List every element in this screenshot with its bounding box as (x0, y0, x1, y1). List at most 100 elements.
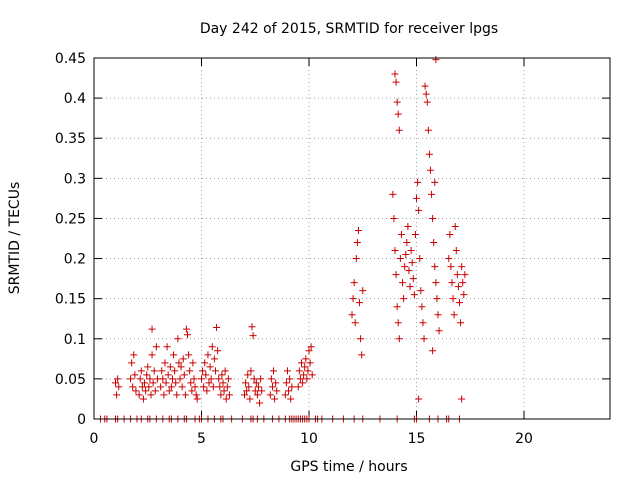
data-point (307, 343, 315, 351)
data-point (393, 98, 401, 106)
data-point (219, 379, 227, 387)
data-point (166, 363, 174, 371)
data-point (408, 259, 416, 267)
data-point (131, 371, 139, 379)
data-point (456, 299, 463, 307)
data-point (189, 359, 197, 367)
data-point (214, 347, 222, 355)
data-point (301, 363, 309, 371)
data-point (224, 375, 232, 383)
data-points (96, 56, 469, 423)
data-point (145, 383, 153, 391)
data-point (415, 206, 423, 214)
data-point (430, 239, 438, 247)
data-point (192, 391, 200, 399)
data-point (191, 383, 199, 391)
data-point (352, 255, 360, 263)
data-point (208, 343, 216, 351)
y-tick-label: 0.2 (64, 252, 86, 268)
data-point (132, 387, 140, 395)
data-point (244, 371, 252, 379)
data-point (402, 251, 410, 259)
data-point (164, 371, 172, 379)
data-point (395, 335, 403, 343)
data-point (162, 379, 170, 387)
data-point (201, 359, 209, 367)
data-point (417, 287, 425, 295)
data-point (457, 319, 465, 327)
data-point (447, 263, 455, 271)
data-point (190, 375, 198, 383)
data-point (161, 359, 169, 367)
data-point (193, 395, 201, 403)
data-point (172, 379, 180, 387)
data-point (432, 279, 440, 287)
data-point (176, 375, 184, 383)
data-point (223, 383, 231, 391)
data-point (215, 375, 223, 383)
data-point (127, 375, 135, 383)
data-point (270, 367, 278, 375)
data-point (306, 359, 314, 367)
data-point (295, 367, 303, 375)
data-point (247, 367, 255, 375)
data-point (420, 335, 428, 343)
data-point (400, 295, 408, 303)
data-point (272, 379, 280, 387)
data-point (433, 295, 441, 303)
data-point (403, 239, 411, 247)
data-point (174, 335, 182, 343)
data-point (248, 323, 256, 331)
data-point (138, 383, 146, 391)
data-point (256, 399, 264, 407)
data-point (202, 371, 210, 379)
data-point (273, 387, 281, 395)
data-point (216, 383, 224, 391)
data-point (218, 371, 226, 379)
data-point (451, 222, 459, 230)
data-point (114, 375, 122, 383)
data-point (416, 255, 424, 263)
data-point (432, 56, 440, 64)
data-point (250, 375, 258, 383)
y-tick-label: 0.4 (64, 91, 86, 107)
data-point (188, 387, 196, 395)
data-point (287, 395, 295, 403)
data-point (297, 359, 305, 367)
data-point (151, 387, 159, 395)
data-point (414, 178, 422, 186)
plot-frame (93, 57, 611, 420)
data-point (149, 379, 157, 387)
data-point (147, 391, 155, 399)
data-point (253, 391, 261, 399)
data-point (144, 363, 152, 371)
data-point (299, 379, 307, 387)
data-point (198, 375, 205, 383)
data-point (308, 371, 316, 379)
data-point (418, 303, 426, 311)
data-point (168, 375, 176, 383)
data-point (241, 391, 248, 399)
data-point (148, 325, 156, 333)
data-point (458, 263, 466, 271)
data-point (271, 395, 279, 403)
data-point (394, 110, 402, 118)
data-point (424, 126, 432, 134)
y-tick-label: 0.15 (55, 292, 86, 308)
data-point (391, 70, 399, 78)
data-point (159, 375, 167, 383)
data-point (394, 319, 402, 327)
data-point (285, 387, 293, 395)
data-point (356, 299, 364, 307)
data-point (181, 391, 189, 399)
data-point (177, 363, 185, 371)
y-tick-label: 0 (77, 412, 86, 428)
data-point (357, 335, 365, 343)
data-point (304, 367, 312, 375)
data-point (359, 287, 367, 295)
data-point (242, 379, 250, 387)
data-point (415, 395, 423, 403)
data-point (167, 383, 175, 391)
data-point (282, 379, 290, 387)
